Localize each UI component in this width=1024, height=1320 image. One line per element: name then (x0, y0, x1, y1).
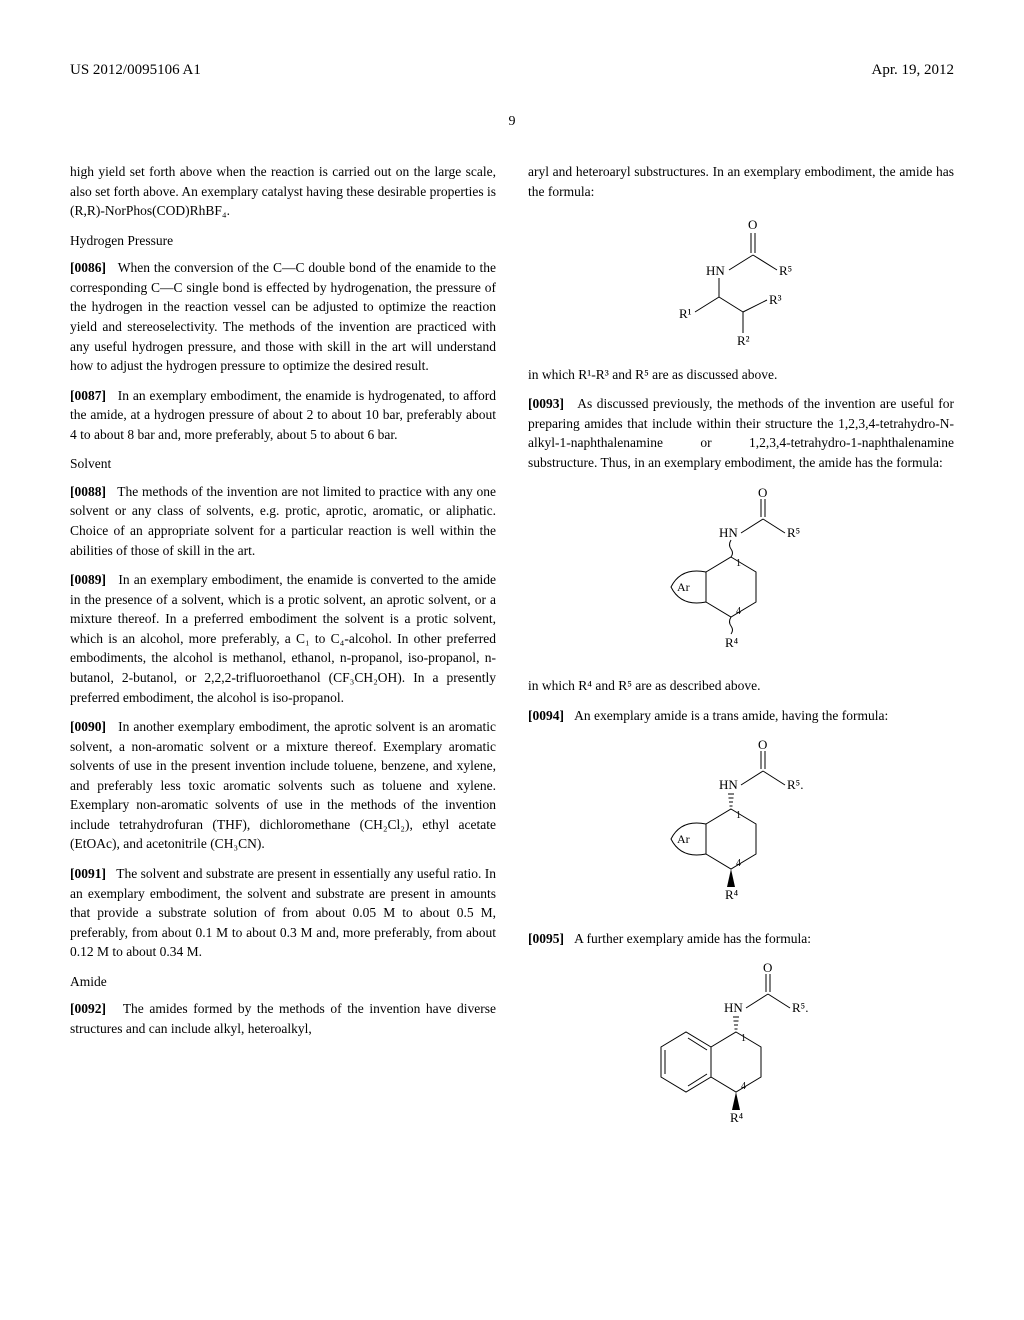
label-hn-2: HN (719, 525, 738, 540)
para-num-0089: [0089] (70, 572, 106, 587)
label-r4-4: R⁴ (730, 1110, 744, 1125)
label-n4-3: 4 (736, 858, 741, 869)
paragraph-continuation-right: aryl and heteroaryl substructures. In an… (528, 162, 954, 201)
para-text-0092: The amides formed by the methods of the … (70, 1001, 496, 1036)
para-num-0095: [0095] (528, 931, 564, 946)
paragraph-0094: [0094] An exemplary amide is a trans ami… (528, 706, 954, 726)
para-num-0086: [0086] (70, 260, 106, 275)
left-column: high yield set forth above when the reac… (70, 162, 496, 1152)
label-r5: R⁵ (779, 263, 792, 278)
label-o: O (748, 217, 757, 232)
label-hn: HN (706, 263, 725, 278)
para-num-0091: [0091] (70, 866, 106, 881)
para-num-0094: [0094] (528, 708, 564, 723)
paragraph-0093: [0093] As discussed previously, the meth… (528, 394, 954, 472)
paragraph-0091: [0091] The solvent and substrate are pre… (70, 864, 496, 962)
para-text-0091: The solvent and substrate are present in… (70, 866, 496, 959)
label-r5-4: R⁵. (792, 1000, 808, 1015)
para-text-0087: In an exemplary embodiment, the enamide … (70, 388, 496, 442)
paragraph-0089: [0089] In an exemplary embodiment, the e… (70, 570, 496, 707)
para-text-0095: A further exemplary amide has the formul… (574, 931, 811, 946)
para-text-0093: As discussed previously, the methods of … (528, 396, 954, 470)
label-hn-3: HN (719, 777, 738, 792)
label-n1-4: 1 (741, 1033, 746, 1044)
label-o-2: O (758, 487, 767, 500)
para-text-0089: In an exemplary embodiment, the enamide … (70, 572, 496, 704)
text-after-fig1: in which R¹-R³ and R⁵ are as discussed a… (528, 365, 954, 385)
para-text-0088: The methods of the invention are not lim… (70, 484, 496, 558)
para-num-0092: [0092] (70, 1001, 106, 1016)
para-num-0090: [0090] (70, 719, 106, 734)
right-column: aryl and heteroaryl substructures. In an… (528, 162, 954, 1152)
para-text-0086: When the conversion of the C—C double bo… (70, 260, 496, 373)
label-r4-2: R⁴ (725, 635, 739, 650)
text-after-fig2: in which R⁴ and R⁵ are as described abov… (528, 676, 954, 696)
chemical-structure-2: O HN R⁵ 1 4 Ar R⁴ (528, 487, 954, 663)
label-ar-3: Ar (677, 832, 690, 846)
heading-amide: Amide (70, 972, 496, 992)
paragraph-0086: [0086] When the conversion of the C—C do… (70, 258, 496, 375)
label-r3: R³ (769, 292, 782, 307)
paragraph-0088: [0088] The methods of the invention are … (70, 482, 496, 560)
para-num-0088: [0088] (70, 484, 106, 499)
label-r5-2: R⁵ (787, 525, 800, 540)
para-text-0090: In another exemplary embodiment, the apr… (70, 719, 496, 851)
label-n4-2: 4 (736, 606, 741, 617)
label-n4-4: 4 (741, 1081, 746, 1092)
para-num-0087: [0087] (70, 388, 106, 403)
label-o-3: O (758, 739, 767, 752)
chemical-structure-3: O HN R⁵. 1 4 Ar R⁴ (528, 739, 954, 915)
label-r2: R² (737, 333, 750, 345)
paragraph-0087: [0087] In an exemplary embodiment, the e… (70, 386, 496, 445)
label-r4-3: R⁴ (725, 887, 739, 902)
label-ar-2: Ar (677, 580, 690, 594)
label-o-4: O (763, 962, 772, 975)
heading-hydrogen-pressure: Hydrogen Pressure (70, 231, 496, 251)
paragraph-0092: [0092] The amides formed by the methods … (70, 999, 496, 1038)
publication-number: US 2012/0095106 A1 (70, 60, 201, 82)
label-r1: R¹ (679, 306, 692, 321)
paragraph-continuation: high yield set forth above when the reac… (70, 162, 496, 221)
label-n1-3: 1 (736, 810, 741, 821)
label-n1-2: 1 (736, 558, 741, 569)
label-r5-3: R⁵. (787, 777, 803, 792)
chemical-structure-1: O HN R⁵ R¹ R³ R² (528, 215, 954, 351)
para-num-0093: [0093] (528, 396, 564, 411)
chemical-structure-4: O HN R⁵. 1 4 (528, 962, 954, 1138)
paragraph-0095: [0095] A further exemplary amide has the… (528, 929, 954, 949)
paragraph-0090: [0090] In another exemplary embodiment, … (70, 717, 496, 854)
heading-solvent: Solvent (70, 454, 496, 474)
publication-date: Apr. 19, 2012 (872, 60, 955, 82)
page-number: 9 (70, 112, 954, 132)
para-text-0094: An exemplary amide is a trans amide, hav… (574, 708, 888, 723)
label-hn-4: HN (724, 1000, 743, 1015)
